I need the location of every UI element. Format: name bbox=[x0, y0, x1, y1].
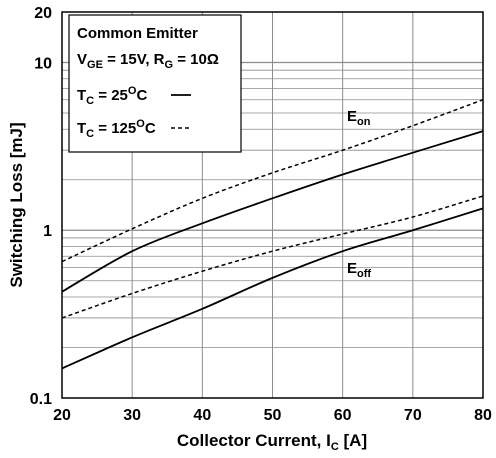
y-tick-label-20: 20 bbox=[34, 5, 52, 22]
x-tick-label-80: 80 bbox=[474, 407, 492, 424]
legend-entry-25c: TC = 25OC bbox=[77, 85, 147, 107]
legend-box bbox=[68, 14, 242, 153]
x-tick-label-40: 40 bbox=[193, 407, 211, 424]
x-tick-label-50: 50 bbox=[264, 407, 282, 424]
curve-label-eon: Eon bbox=[347, 108, 371, 128]
series-line-eoff_125 bbox=[61, 195, 484, 319]
y-tick-label-1: 1 bbox=[43, 223, 52, 240]
legend-title: Common Emitter bbox=[77, 25, 198, 42]
curves bbox=[61, 99, 484, 370]
curve-label-eoff: Eoff bbox=[347, 260, 371, 280]
x-tick-label-60: 60 bbox=[334, 407, 352, 424]
series-line-eon_125 bbox=[61, 99, 484, 263]
plot-frame bbox=[61, 11, 484, 399]
series-line-eon_25 bbox=[61, 130, 484, 293]
x-tick-label-70: 70 bbox=[404, 407, 422, 424]
y-tick-label-10: 10 bbox=[34, 55, 52, 72]
legend: Common Emitter VGE = 15V, RG = 10Ω TC = … bbox=[68, 14, 242, 153]
y-tick-label-0.1: 0.1 bbox=[30, 391, 52, 408]
x-tick-label-30: 30 bbox=[123, 407, 141, 424]
series-line-eoff_25 bbox=[61, 207, 484, 370]
x-tick-label-20: 20 bbox=[53, 407, 71, 424]
legend-entry-125c: TC = 125OC bbox=[77, 118, 156, 140]
legend-conditions: VGE = 15V, RG = 10Ω bbox=[77, 51, 219, 71]
y-axis-label: Switching Loss [mJ] bbox=[7, 122, 26, 287]
x-axis-label: Collector Current, IC [A] bbox=[177, 431, 367, 453]
tick-labels: 20 30 40 50 60 70 80 0.1 1 10 20 bbox=[30, 5, 492, 424]
